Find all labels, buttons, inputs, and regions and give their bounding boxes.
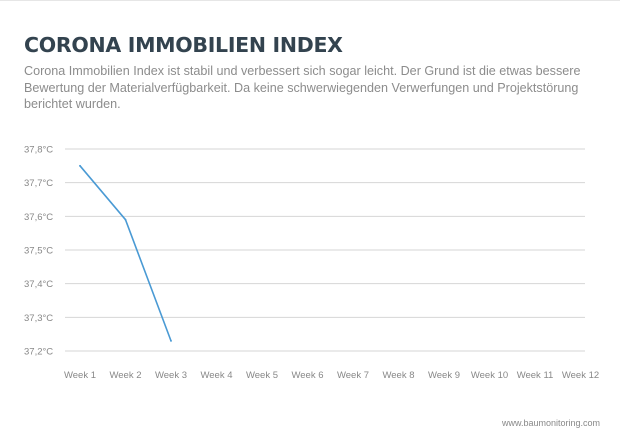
y-tick-label: 37,4°C [24, 279, 53, 290]
x-tick-label: Week 7 [337, 370, 369, 381]
x-tick-label: Week 2 [109, 370, 141, 381]
page-title: CORONA IMMOBILIEN INDEX [24, 33, 343, 57]
source-url: www.baumonitoring.com [501, 418, 600, 428]
x-tick-label: Week 6 [291, 370, 323, 381]
x-tick-label: Week 1 [64, 370, 96, 381]
page-description: Corona Immobilien Index ist stabil und v… [24, 64, 581, 111]
x-tick-label: Week 11 [517, 370, 554, 381]
top-divider [0, 0, 620, 1]
y-tick-label: 37,6°C [24, 212, 53, 223]
x-tick-label: Week 9 [428, 370, 460, 381]
data-point [170, 340, 172, 342]
y-tick-label: 37,2°C [24, 347, 53, 358]
x-tick-label: Week 12 [562, 370, 599, 381]
data-point [124, 218, 127, 221]
y-tick-label: 37,7°C [24, 178, 53, 189]
y-tick-label: 37,5°C [24, 246, 53, 257]
y-tick-label: 37,3°C [24, 313, 53, 324]
data-point [79, 164, 81, 167]
x-tick-label: Week 10 [471, 370, 508, 381]
x-tick-label: Week 8 [382, 370, 414, 381]
x-tick-label: Week 4 [200, 370, 232, 381]
series-line [79, 164, 172, 342]
y-tick-label: 37,8°C [24, 145, 53, 156]
line-chart: 37,2°C 37,3°C 37,4°C 37,5°C 37,6°C 37,7°C 37,8… [24, 145, 599, 382]
x-tick-label: Week 5 [246, 370, 278, 381]
x-tick-label: Week 3 [155, 370, 187, 381]
